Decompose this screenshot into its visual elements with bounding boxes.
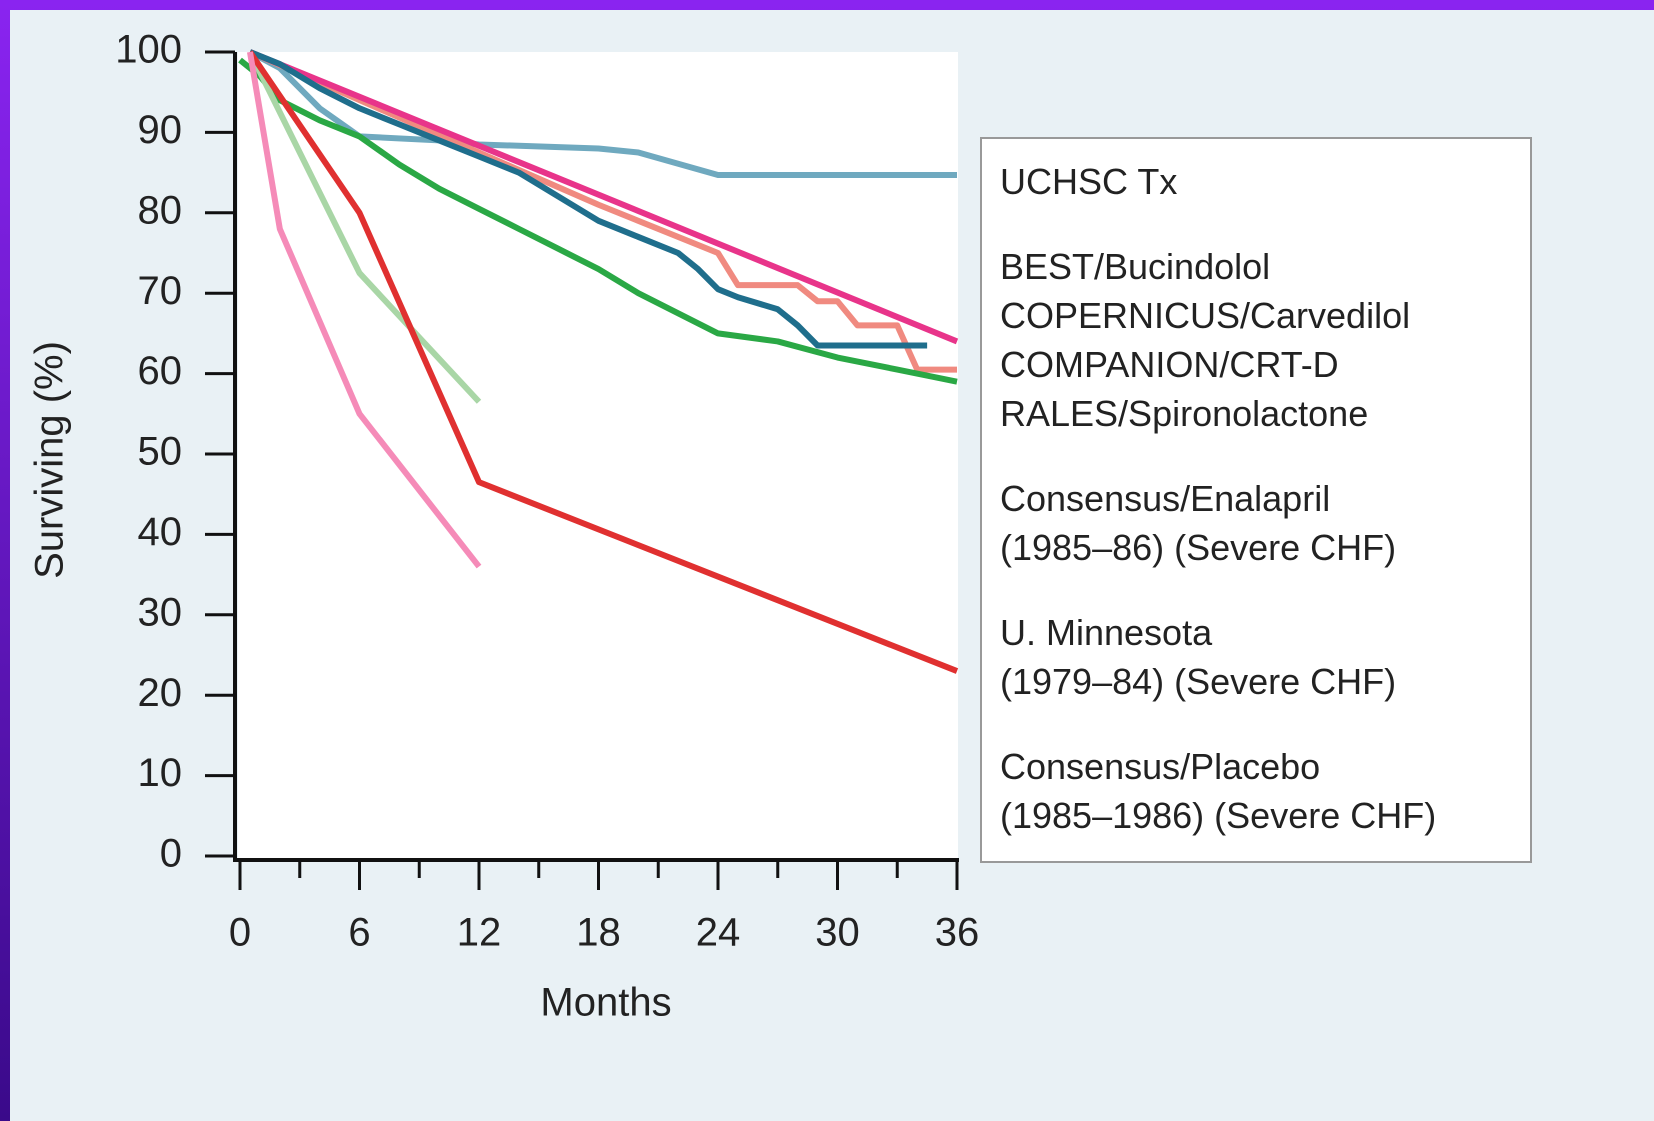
plot-area — [238, 52, 958, 858]
legend-entry: RALES/Spironolactone — [1000, 393, 1369, 434]
y-tick-label: 40 — [138, 510, 183, 554]
y-tick-label: 10 — [138, 751, 183, 795]
x-tick-label: 36 — [935, 911, 980, 955]
series-line — [248, 49, 959, 345]
x-axis-label: Months — [540, 981, 671, 1025]
x-tick-label: 18 — [576, 911, 621, 955]
x-tick-label: 12 — [457, 911, 502, 955]
series-line — [247, 51, 482, 569]
legend-entry: UCHSC Tx — [1000, 161, 1178, 202]
x-tick-label: 30 — [815, 911, 860, 955]
legend-entry: BEST/Bucindolol — [1000, 246, 1271, 287]
legend-entry: COPERNICUS/Carvedilol — [1000, 295, 1411, 336]
y-tick-label: 60 — [138, 349, 183, 393]
legend-entry: COMPANION/CRT-D — [1000, 344, 1339, 385]
y-tick-label: 70 — [138, 269, 183, 313]
y-tick-label: 20 — [138, 671, 183, 715]
series-line — [247, 50, 482, 404]
series-line — [238, 57, 958, 385]
series-line — [247, 50, 959, 674]
x-tick-label: 24 — [696, 911, 741, 955]
legend: UCHSC Tx BEST/Bucindolol COPERNICUS/Carved… — [980, 137, 1532, 863]
x-tick-label: 0 — [229, 911, 251, 955]
y-tick-label: 100 — [115, 28, 182, 72]
y-tick-label: 90 — [138, 108, 183, 152]
y-axis-label: Surviving (%) — [28, 341, 72, 579]
x-tick-label: 6 — [348, 911, 370, 955]
y-tick-label: 0 — [160, 832, 182, 876]
series-line — [248, 49, 957, 373]
legend-entry: Consensus/Enalapril (1985–86) (Severe CH… — [1000, 478, 1397, 568]
y-tick-label: 50 — [138, 430, 183, 474]
series-line — [248, 49, 928, 349]
legend-entry: Consensus/Placebo (1985–1986) (Severe CH… — [1000, 746, 1437, 836]
legend-entry: U. Minnesota (1979–84) (Severe CHF) — [1000, 612, 1397, 702]
y-tick-label: 30 — [138, 590, 183, 634]
y-tick-label: 80 — [138, 188, 183, 232]
